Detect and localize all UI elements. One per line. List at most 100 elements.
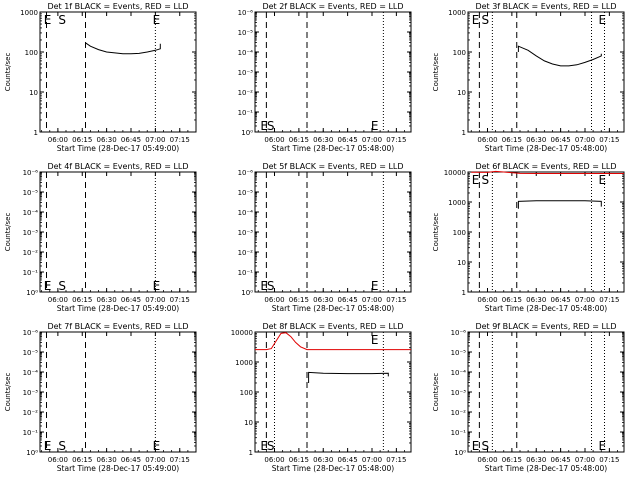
x-tick-label: 06:45: [338, 296, 358, 304]
y-tick-label: 1: [462, 129, 466, 137]
marker-label-E: E: [44, 439, 52, 453]
y-tick-label: 10⁰: [26, 289, 38, 297]
marker-label-S: S: [481, 173, 489, 187]
x-tick-label: 07:15: [599, 296, 619, 304]
panel-title: Det 8f BLACK = Events, RED = LLD: [262, 322, 403, 331]
x-tick-label: 06:15: [502, 296, 522, 304]
x-axis-label: Start Time (28-Dec-17 05:49:00): [57, 144, 179, 153]
x-tick-label: 07:00: [362, 296, 382, 304]
marker-label-S: S: [267, 279, 275, 293]
x-tick-label: 06:30: [313, 136, 333, 144]
y-tick-label: 10⁻¹: [23, 429, 39, 437]
marker-label-S: S: [58, 13, 66, 27]
plot-frame: [254, 171, 412, 293]
y-tick-label: 10⁻²: [238, 249, 254, 257]
x-tick-label: 06:00: [48, 296, 68, 304]
x-axis-label: Start Time (28-Dec-17 05:48:00): [272, 464, 394, 473]
y-tick-label: 10000: [444, 169, 466, 177]
plot-frame: [39, 171, 197, 293]
marker-label-S: S: [481, 439, 489, 453]
x-axis-label: Start Time (28-Dec-17 05:48:00): [485, 304, 607, 313]
x-tick-label: 07:00: [145, 456, 165, 464]
panel-title: Det 9f BLACK = Events, RED = LLD: [475, 322, 616, 331]
plot-frame: [39, 331, 197, 453]
y-tick-label: 10⁻⁴: [238, 209, 254, 217]
x-tick-label: 07:15: [386, 296, 406, 304]
marker-label-S: S: [58, 439, 66, 453]
x-tick-label: 07:15: [386, 456, 406, 464]
marker-label-S: S: [267, 119, 275, 133]
y-tick-label: 10⁻⁵: [23, 189, 39, 197]
y-tick-label: 10: [457, 89, 466, 97]
y-tick-label: 10⁻¹: [451, 429, 467, 437]
x-tick-label: 07:15: [599, 136, 619, 144]
plot-frame: [39, 11, 197, 133]
y-tick-label: 10: [244, 419, 253, 427]
panel-5: Det 5f BLACK = Events, RED = LLD 10⁰ 10⁻¹ 1…: [238, 162, 412, 313]
x-tick-label: 06:00: [477, 136, 497, 144]
marker-label-S: S: [58, 279, 66, 293]
events-series: [308, 371, 389, 383]
lld-series: [255, 332, 411, 351]
y-tick-label: 10⁰: [26, 449, 38, 457]
y-axis-label: Counts/sec: [432, 213, 440, 252]
marker-label-S: S: [481, 13, 489, 27]
x-tick-label: 06:15: [502, 136, 522, 144]
marker-label-E: E: [260, 119, 268, 133]
x-tick-label: 06:45: [121, 296, 141, 304]
x-tick-label: 07:00: [145, 296, 165, 304]
events-series: [517, 45, 602, 67]
y-tick-label: 10⁰: [241, 289, 253, 297]
marker-label-E: E: [598, 439, 606, 453]
marker-label-S: S: [267, 439, 275, 453]
y-tick-label: 1000: [20, 9, 38, 17]
panel-4: Det 4f BLACK = Events, RED = LLD 10⁰ 10⁻¹ 1…: [4, 162, 197, 313]
x-tick-label: 06:00: [48, 456, 68, 464]
y-tick-label: 1: [34, 129, 38, 137]
y-tick-label: 10⁻²: [23, 409, 39, 417]
y-tick-label: 10⁻⁶: [23, 329, 39, 337]
x-tick-label: 07:00: [145, 136, 165, 144]
x-tick-label: 06:45: [338, 456, 358, 464]
panel-title: Det 1f BLACK = Events, RED = LLD: [47, 2, 188, 11]
x-tick-label: 06:00: [264, 456, 284, 464]
x-tick-label: 06:15: [72, 296, 92, 304]
x-tick-label: 07:00: [575, 136, 595, 144]
x-tick-label: 06:00: [264, 136, 284, 144]
y-tick-label: 1: [462, 289, 466, 297]
x-tick-label: 07:15: [170, 136, 190, 144]
x-tick-label: 06:30: [313, 296, 333, 304]
y-tick-label: 10⁻⁴: [238, 49, 254, 57]
x-tick-label: 06:45: [551, 456, 571, 464]
marker-label-E: E: [153, 279, 161, 293]
x-tick-label: 06:00: [264, 296, 284, 304]
lld-series: [471, 170, 624, 174]
y-tick-label: 100: [453, 49, 466, 57]
marker-label-E: E: [260, 439, 268, 453]
y-tick-label: 100: [240, 389, 253, 397]
x-tick-label: 06:15: [289, 136, 309, 144]
x-tick-label: 06:30: [526, 456, 546, 464]
x-axis-label: Start Time (28-Dec-17 05:48:00): [272, 144, 394, 153]
x-tick-label: 06:30: [97, 136, 117, 144]
panel-1: Det 1f BLACK = Events, RED = LLD 1 10 100 10…: [4, 2, 197, 153]
y-tick-label: 10⁻³: [451, 389, 467, 397]
y-tick-label: 10⁻⁵: [238, 189, 254, 197]
plot-frame: [254, 11, 412, 133]
y-tick-label: 10⁻³: [238, 229, 254, 237]
y-tick-label: 10⁻⁶: [23, 169, 39, 177]
marker-label-E: E: [598, 13, 606, 27]
y-tick-label: 10⁻⁴: [23, 209, 39, 217]
panel-6: Det 6f BLACK = Events, RED = LLD 1 10 100 10…: [432, 162, 625, 313]
y-tick-label: 10⁻⁴: [451, 369, 467, 377]
y-axis-label: Counts/sec: [4, 213, 12, 252]
y-tick-label: 10⁰: [241, 129, 253, 137]
y-tick-label: 10⁰: [454, 449, 466, 457]
plot-frame: [467, 171, 625, 293]
x-axis-label: Start Time (28-Dec-17 05:49:00): [57, 304, 179, 313]
x-tick-label: 06:00: [477, 456, 497, 464]
x-tick-label: 06:45: [121, 136, 141, 144]
marker-label-E: E: [153, 439, 161, 453]
x-tick-label: 07:15: [599, 456, 619, 464]
marker-label-E: E: [598, 173, 606, 187]
